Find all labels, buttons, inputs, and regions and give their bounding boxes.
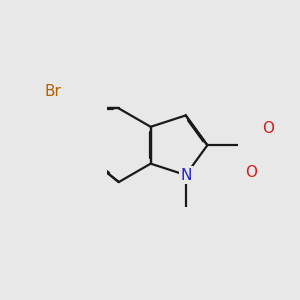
- Text: O: O: [246, 165, 258, 180]
- Text: N: N: [180, 167, 191, 182]
- Text: O: O: [262, 121, 274, 136]
- Text: Br: Br: [45, 84, 61, 99]
